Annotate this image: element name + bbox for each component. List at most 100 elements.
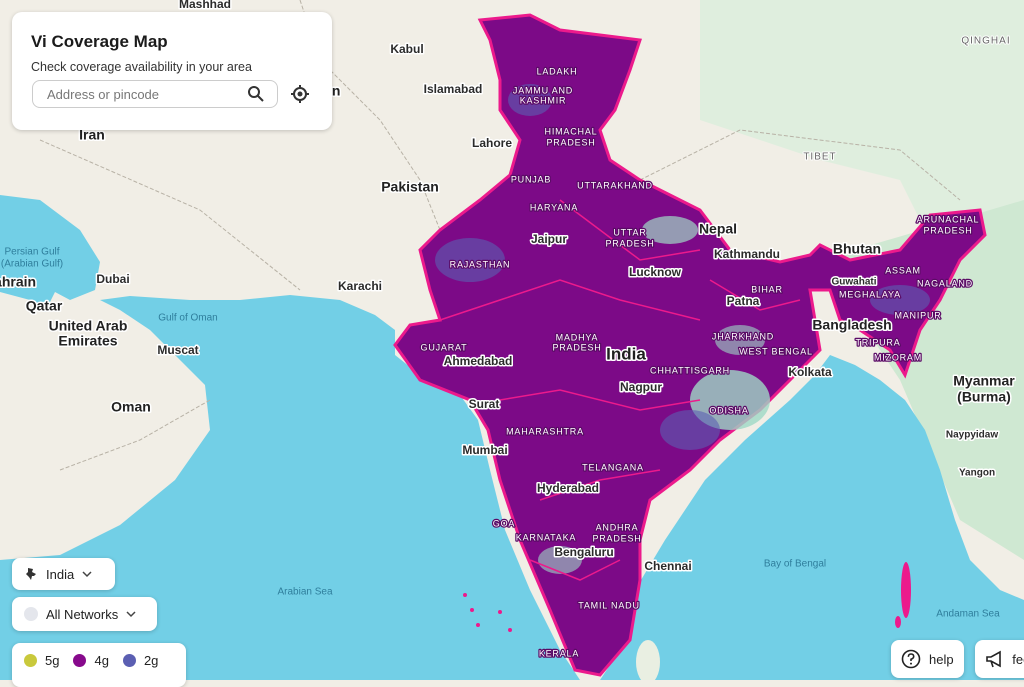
map-label: Persian Gulf — [4, 247, 59, 258]
map-label: TELANGANA — [582, 462, 644, 472]
map-label: ASSAM — [885, 265, 921, 275]
map-label: RAJASTHAN — [450, 259, 511, 269]
sea — [0, 295, 1024, 680]
india-coverage — [393, 13, 987, 677]
map-label: KERALA — [539, 648, 579, 658]
map-label: Mashhad — [179, 0, 231, 11]
help-button[interactable]: help — [891, 640, 964, 678]
map-label: ARUNACHAL — [917, 214, 980, 224]
legend-label: 5g — [45, 653, 60, 668]
map-label: Muscat — [157, 343, 198, 357]
map-label: Ahmedabad — [444, 354, 513, 368]
map-label: KASHMIR — [520, 95, 567, 105]
map-label: QINGHAI — [961, 36, 1010, 47]
legend-swatch — [122, 654, 136, 667]
map-label: TRIPURA — [855, 337, 900, 347]
chevron — [126, 611, 136, 618]
legend-swatch — [24, 654, 37, 667]
map-label: JHARKHAND — [712, 331, 774, 341]
map-label: PRADESH — [552, 342, 601, 352]
help-icon — [901, 649, 921, 669]
map-label: Kathmandu — [714, 247, 780, 261]
map-label: Bengaluru — [554, 545, 613, 559]
sea — [0, 195, 100, 312]
map-label: Emirates — [58, 333, 117, 349]
map-label: UTTARAKHAND — [577, 180, 653, 190]
locate-icon[interactable] — [290, 84, 310, 104]
map-label: (Burma) — [957, 389, 1011, 405]
panel-title: Vi Coverage Map — [31, 32, 168, 51]
map-label: Arabian Sea — [277, 587, 332, 598]
map-label: Lucknow — [629, 265, 682, 279]
map-label: MADHYA — [556, 332, 599, 342]
map-label: ODISHA — [709, 405, 748, 415]
map-label: (Arabian Gulf) — [1, 259, 63, 270]
map-label: MANIPUR — [894, 310, 941, 320]
feedback-label: feedback — [1012, 651, 1024, 667]
search-panel: Vi Coverage Map Check coverage availabil… — [12, 12, 332, 130]
map-label: HARYANA — [530, 202, 578, 212]
map-label: Bangladesh — [812, 317, 891, 333]
map-label: Myanmar — [953, 373, 1015, 389]
coverage-patches — [435, 84, 930, 574]
map-label: Naypyidaw — [946, 430, 998, 441]
map-label: India — [606, 344, 646, 363]
map-label: GOA — [493, 518, 515, 528]
map-label: ANDHRA — [596, 522, 639, 532]
map-label: LADAKH — [537, 66, 578, 76]
map-label: NAGALAND — [917, 278, 973, 288]
map-label: Karachi — [338, 279, 382, 293]
map-label: Jaipur — [531, 232, 567, 246]
map-label: Gulf of Oman — [158, 313, 217, 324]
legend-label: 4g — [94, 653, 109, 668]
legend-item: 2g — [122, 653, 159, 668]
feedback-icon — [986, 650, 1001, 668]
island — [636, 640, 660, 680]
map-label: Qatar — [26, 298, 63, 314]
map-label: Yangon — [959, 468, 995, 479]
help-label: help — [929, 651, 954, 667]
legend-item: 5g — [24, 653, 59, 668]
map-label: Bay of Bengal — [764, 559, 826, 570]
map-label: United Arab — [49, 318, 128, 334]
map-labels: MashhadKabulIslamabadAfghanistanIranLaho… — [0, 0, 1017, 660]
map-label: GUJARAT — [421, 342, 468, 352]
placeholder: Address or pincode — [47, 87, 160, 102]
region-select[interactable]: India — [12, 558, 115, 590]
chevron — [82, 571, 92, 578]
network-select[interactable]: All Networks — [12, 597, 157, 631]
map-label: CHHATTISGARH — [650, 365, 730, 375]
map-label: MAHARASHTRA — [506, 426, 584, 436]
map-label: PRADESH — [546, 137, 595, 147]
map-label: Surat — [469, 397, 500, 411]
panel-subtitle: Check coverage availability in your area — [31, 60, 252, 74]
legend-swatch — [73, 654, 87, 667]
network-label: All Networks — [46, 606, 119, 622]
map-label: Lahore — [472, 136, 512, 150]
map-label: Guwahati — [831, 277, 876, 288]
feedback-button[interactable]: feedback — [975, 640, 1024, 678]
map-label: Islamabad — [424, 82, 483, 96]
map-label: KARNATAKA — [516, 532, 576, 542]
map-label: Mumbai — [462, 443, 507, 457]
map-label: Andaman Sea — [936, 609, 1000, 620]
map-label: PRADESH — [605, 238, 654, 248]
map-label: Nepal — [699, 221, 737, 237]
map-label: Chennai — [644, 559, 691, 573]
map-label: Bhutan — [833, 241, 881, 257]
india-icon — [26, 568, 36, 580]
map-label: TIBET — [803, 152, 836, 163]
map-label: PRADESH — [923, 225, 972, 235]
map-label: MEGHALAYA — [839, 289, 901, 299]
legend-label: 2g — [143, 653, 159, 668]
map-label: TAMIL NADU — [578, 600, 640, 610]
legend: 5g 4g 2g — [12, 643, 186, 687]
search-icon[interactable] — [247, 85, 265, 103]
map-label: Kolkata — [788, 365, 832, 379]
map-label: HIMACHAL — [545, 126, 598, 136]
search-input[interactable]: Address or pincode — [32, 80, 278, 108]
map-label: Kabul — [390, 42, 423, 56]
